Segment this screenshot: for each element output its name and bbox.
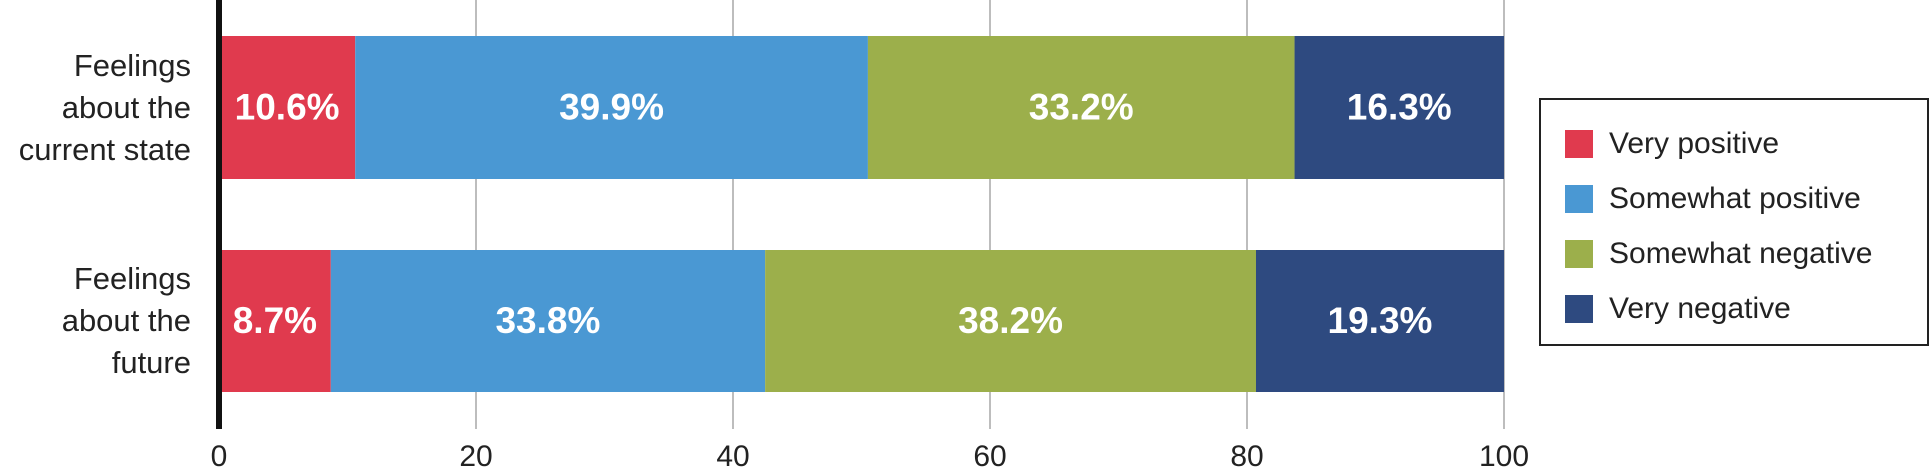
bar-segment <box>765 250 1256 392</box>
x-tick-label: 80 <box>1230 440 1263 469</box>
legend-label: Very positive <box>1609 127 1779 160</box>
bar-segment <box>330 250 766 392</box>
x-tick-label: 40 <box>716 440 749 469</box>
category-label: Feelings about the future <box>0 250 191 392</box>
legend-label: Somewhat negative <box>1609 237 1873 270</box>
legend-swatch <box>1565 185 1593 213</box>
legend-swatch <box>1565 295 1593 323</box>
legend-label: Somewhat positive <box>1609 182 1861 215</box>
legend-box <box>1539 98 1929 346</box>
data-label: 10.6% <box>235 86 340 127</box>
data-label: 38.2% <box>958 300 1063 341</box>
bar-segment <box>355 36 868 179</box>
x-tick-label: 100 <box>1479 440 1529 469</box>
category-text: Feelings about the future <box>61 261 191 380</box>
bar-segment <box>219 250 331 392</box>
legend-label: Very negative <box>1609 292 1791 325</box>
bar-segment <box>1294 36 1504 179</box>
x-tick-label: 0 <box>211 440 228 469</box>
data-label: 39.9% <box>559 86 664 127</box>
data-label: 8.7% <box>233 300 317 341</box>
bar-segment <box>1255 250 1504 392</box>
x-tick-label: 20 <box>459 440 492 469</box>
category-label: Feelings about the current state <box>0 36 191 179</box>
category-text: Feelings about the current state <box>18 47 191 167</box>
data-label: 33.8% <box>495 300 600 341</box>
bar-segment <box>867 36 1295 179</box>
data-label: 16.3% <box>1347 86 1452 127</box>
x-tick-label: 60 <box>973 440 1006 469</box>
data-label: 19.3% <box>1328 300 1433 341</box>
legend-swatch <box>1565 130 1593 158</box>
bar-segment <box>219 36 356 179</box>
data-label: 33.2% <box>1029 86 1134 127</box>
legend-swatch <box>1565 240 1593 268</box>
